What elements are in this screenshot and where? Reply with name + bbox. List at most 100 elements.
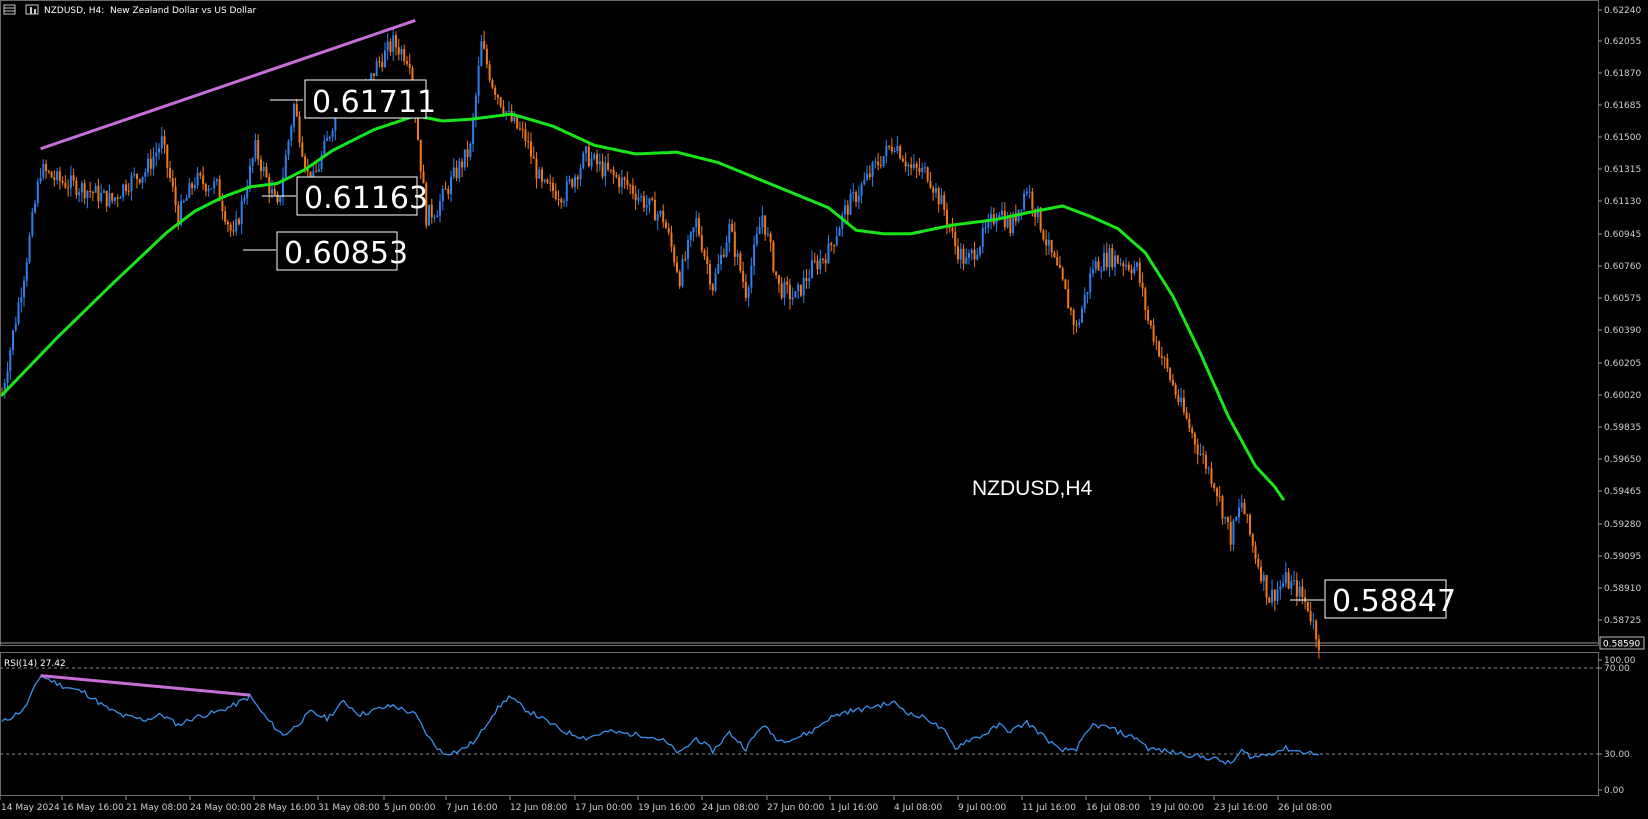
candle — [45, 159, 48, 179]
candle — [819, 249, 822, 275]
price-y-axis: 0.62240 0.62055 0.61870 0.61685 0.61500 … — [1598, 6, 1641, 626]
candle — [182, 199, 185, 204]
candle — [1114, 250, 1117, 277]
candle — [965, 248, 968, 265]
candle — [554, 183, 557, 201]
candle — [116, 194, 119, 208]
candle — [574, 173, 577, 193]
rsi-panel-border — [0, 652, 1599, 796]
candle — [618, 173, 621, 194]
candle — [265, 162, 268, 178]
candle — [929, 171, 932, 189]
candle — [885, 139, 888, 164]
price-label-2[interactable]: 0.60853 — [243, 231, 408, 271]
candle — [813, 252, 816, 264]
candle — [896, 135, 899, 154]
candle — [1086, 291, 1089, 304]
candle — [122, 183, 125, 202]
candle — [607, 152, 610, 172]
candle — [372, 73, 375, 81]
candle — [17, 297, 20, 326]
candle — [138, 178, 141, 185]
candle — [469, 141, 472, 161]
candle — [747, 284, 750, 307]
candle — [1215, 486, 1218, 506]
candle — [1237, 498, 1240, 524]
candle — [810, 250, 813, 279]
price-trendline[interactable] — [40, 18, 416, 151]
candle — [1262, 571, 1265, 591]
price-label-1[interactable]: 0.61163 — [262, 176, 428, 216]
candle — [1268, 596, 1271, 604]
candle — [317, 162, 320, 173]
candle — [970, 248, 973, 261]
candle — [320, 151, 323, 172]
rsi-tick-label: 70.00 — [1604, 664, 1630, 674]
candle — [709, 259, 712, 291]
candle — [538, 166, 541, 180]
candle — [1147, 305, 1150, 325]
candle — [47, 169, 50, 175]
candle — [25, 257, 28, 287]
candle — [1218, 485, 1221, 502]
candle — [488, 60, 491, 83]
candle — [868, 165, 871, 180]
candle — [1053, 250, 1056, 258]
candle — [1199, 443, 1202, 456]
price-tick-label: 0.59650 — [1604, 455, 1641, 465]
rsi-trendline[interactable] — [40, 674, 251, 697]
candle — [769, 231, 772, 252]
price-panel-border — [0, 0, 1599, 646]
candle — [670, 225, 673, 253]
candle — [1069, 306, 1072, 316]
candle — [235, 210, 238, 236]
price-label-0[interactable]: 0.61711 — [270, 79, 436, 120]
rsi-y-axis: 100.00 70.00 30.00 0.00 — [1598, 656, 1636, 796]
candle — [714, 267, 717, 293]
candle — [1202, 445, 1205, 464]
candle — [1094, 256, 1097, 273]
price-tick-label: 0.59280 — [1604, 520, 1641, 530]
price-label-text: 0.61163 — [304, 181, 428, 216]
candle — [69, 165, 72, 197]
candle — [866, 165, 869, 182]
candle — [1141, 272, 1144, 297]
price-tick-label: 0.60760 — [1604, 262, 1641, 272]
candle — [375, 57, 378, 77]
candle — [753, 235, 756, 276]
price-label-3[interactable]: 0.58847 — [1290, 579, 1456, 619]
candle — [711, 282, 714, 296]
candle — [835, 226, 838, 247]
candle — [706, 247, 709, 275]
candle — [979, 245, 982, 258]
chart-type-icon[interactable] — [3, 4, 16, 15]
candle — [207, 184, 210, 197]
price-tick-label: 0.61315 — [1604, 165, 1641, 175]
candle — [791, 287, 794, 306]
candle — [926, 166, 929, 184]
time-tick-label: 23 Jul 16:00 — [1214, 803, 1268, 813]
candle — [675, 256, 678, 274]
time-tick-label: 7 Jun 16:00 — [446, 803, 498, 813]
symbol-properties-icon[interactable] — [25, 4, 39, 15]
candle — [111, 192, 114, 204]
candle — [155, 142, 158, 166]
candle — [105, 190, 108, 212]
price-tick-label: 0.59095 — [1604, 552, 1641, 562]
candle — [1273, 589, 1276, 611]
candle — [20, 287, 23, 313]
current-price-tag — [1599, 636, 1645, 650]
time-tick-label: 28 May 16:00 — [254, 803, 316, 813]
candle — [1064, 278, 1067, 290]
candle — [403, 44, 406, 66]
candle — [651, 196, 654, 202]
price-tick-label: 0.60390 — [1604, 326, 1641, 336]
candle — [1169, 366, 1172, 383]
candle — [824, 253, 827, 272]
time-tick-label: 16 Jul 08:00 — [1086, 803, 1140, 813]
candle — [1089, 266, 1092, 300]
candle — [995, 212, 998, 232]
candle — [1025, 187, 1028, 197]
candle — [218, 175, 221, 202]
candle — [593, 152, 596, 161]
